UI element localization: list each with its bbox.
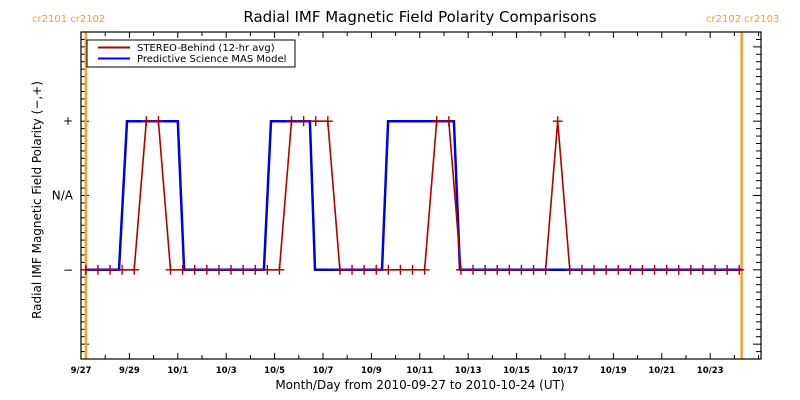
stereo-data-point [201,264,212,275]
x-tick-label: 10/21 [648,366,675,376]
legend-label-mas: Predictive Science MAS Model [137,54,286,65]
x-tick-label: 10/7 [313,366,334,376]
stereo-data-point [419,264,430,275]
series-mas-model-line [85,119,742,272]
x-tick-label: 10/17 [552,366,579,376]
stereo-data-point [480,264,491,275]
stereo-data-point [540,264,551,275]
stereo-data-point [697,264,708,275]
stereo-data-point [226,264,237,275]
x-tick-label: 10/15 [503,366,530,376]
stereo-data-point [141,116,152,127]
stereo-data-point [710,264,721,275]
x-axis-label: Month/Day from 2010-09-27 to 2010-10-24 … [275,378,564,392]
stereo-data-point [552,116,563,127]
x-tick-label: 10/13 [455,366,482,376]
carrington-boundaries [84,32,743,359]
stereo-data-point [722,264,733,275]
stereo-data-point [613,264,624,275]
stereo-data-point [637,264,648,275]
cr-label-right: cr2102 cr2103 [706,14,779,25]
stereo-data-point [359,264,370,275]
legend: STEREO-Behind (12-hr avg) Predictive Sci… [86,39,296,68]
y-tick-label: + [63,114,73,128]
plot-frame [80,31,762,360]
stereo-data-point [564,264,575,275]
stereo-data-point [468,264,479,275]
stereo-data-point [262,264,273,275]
x-tick-label: 9/29 [119,366,140,376]
stereo-data-point [213,264,224,275]
x-tick-label: 10/23 [697,366,724,376]
x-tick-labels: 9/27 9/29 10/1 10/3 10/5 10/7 10/9 10/11 10/13 10… [71,366,724,376]
stereo-data-point [80,264,91,275]
legend-label-stereo: STEREO-Behind (12-hr avg) [137,43,275,54]
stereo-data-point [431,116,442,127]
series-layer [80,116,745,275]
x-tick-label: 10/1 [167,366,188,376]
stereo-data-point [105,264,116,275]
stereo-data-point [649,264,660,275]
stereo-data-point [528,264,539,275]
chart-title: Radial IMF Magnetic Field Polarity Compa… [243,8,596,26]
stereo-data-point [576,264,587,275]
x-tick-label: 10/3 [216,366,237,376]
stereo-data-point [589,264,600,275]
stereo-data-point [117,264,128,275]
stereo-data-point [407,264,418,275]
stereo-data-point [165,264,176,275]
x-tick-label: 9/27 [71,366,92,376]
x-tick-label: 10/11 [406,366,433,376]
stereo-data-point [383,264,394,275]
stereo-data-point [455,264,466,275]
stereo-data-point [238,264,249,275]
legend-box [86,39,296,68]
stereo-data-point [661,264,672,275]
stereo-data-point [129,264,140,275]
y-tick-labels: + N/A − [52,114,74,277]
y-axis-label: Radial IMF Magnetic Field Polarity (−,+) [30,81,44,319]
x-tick-label: 10/5 [264,366,285,376]
axis-ticks [80,31,761,360]
cr-label-left: cr2101 cr2102 [32,14,105,25]
stereo-data-point [395,264,406,275]
y-tick-label: − [63,263,73,277]
stereo-data-point [92,264,103,275]
stereo-data-point [673,264,684,275]
stereo-data-point [625,264,636,275]
stereo-data-point [177,264,188,275]
x-tick-label: 10/19 [600,366,627,376]
x-tick-label: 10/9 [361,366,382,376]
stereo-data-point [153,116,164,127]
stereo-data-point [601,264,612,275]
stereo-data-point [492,264,503,275]
stereo-data-point [516,264,527,275]
stereo-data-point [298,116,309,127]
stereo-data-point [443,116,454,127]
stereo-data-point [250,264,261,275]
stereo-data-point [274,264,285,275]
stereo-data-point [734,264,745,275]
stereo-data-point [371,264,382,275]
stereo-data-point [322,116,333,127]
stereo-data-point [286,116,297,127]
stereo-data-point [310,116,321,127]
stereo-data-point [504,264,515,275]
stereo-data-point [685,264,696,275]
stereo-data-point [334,264,345,275]
y-tick-label: N/A [52,189,74,203]
stereo-data-point [347,264,358,275]
stereo-data-point [189,264,200,275]
